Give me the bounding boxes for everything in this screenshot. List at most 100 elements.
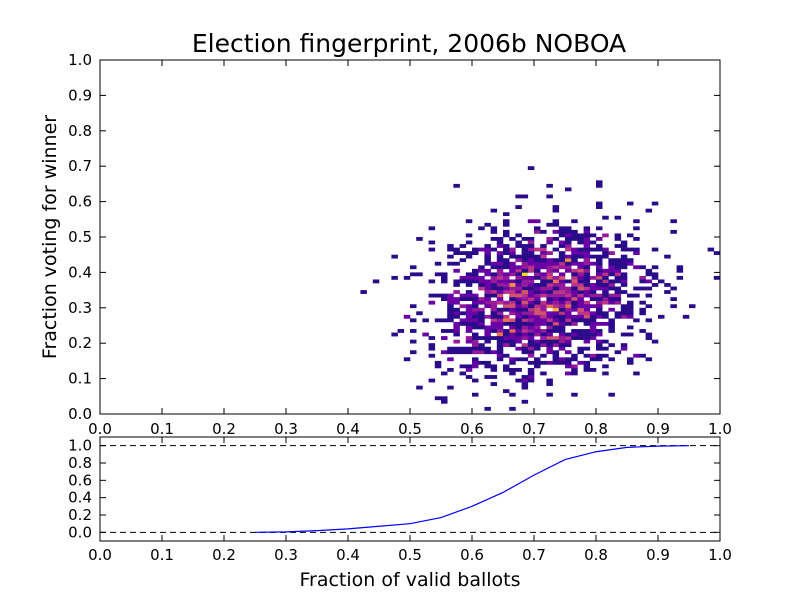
heatmap-cell — [614, 293, 622, 298]
heatmap-cell — [589, 297, 597, 302]
heatmap-cell — [453, 329, 460, 333]
heatmap-cell — [496, 272, 504, 277]
heatmap-cell — [509, 357, 516, 362]
heatmap-cell — [627, 314, 634, 319]
heatmap-cell — [645, 318, 653, 323]
heatmap-cell — [459, 244, 467, 248]
heatmap-cell — [583, 360, 591, 365]
heatmap-cell — [552, 229, 560, 234]
heatmap-cell — [534, 311, 541, 316]
heatmap-cell — [552, 343, 560, 348]
heatmap-cell — [571, 283, 578, 287]
heatmap-cell — [540, 339, 547, 344]
heatmap-y-tick-label: 0.3 — [68, 299, 92, 317]
heatmap-cell — [602, 314, 609, 319]
heatmap-cell — [589, 357, 597, 362]
heatmap-cell — [596, 244, 603, 248]
heatmap-cell — [490, 350, 498, 355]
heatmap-cell — [521, 279, 529, 284]
heatmap-y-tick-label: 0.6 — [68, 193, 92, 211]
heatmap-cell — [509, 360, 516, 365]
heatmap-cell — [428, 240, 436, 245]
heatmap-cell — [620, 307, 628, 312]
heatmap-cell — [503, 353, 510, 358]
heatmap-cell — [509, 254, 516, 259]
heatmap-cell — [552, 261, 560, 266]
heatmap-cell — [496, 237, 504, 241]
heatmap-cell — [527, 318, 535, 323]
heatmap-cell — [540, 229, 547, 234]
heatmap-cell — [521, 283, 529, 287]
heatmap-cell — [589, 318, 597, 323]
heatmap-cell — [577, 275, 584, 280]
heatmap-cell — [472, 336, 479, 340]
heatmap-cell — [521, 261, 529, 266]
heatmap-cell — [534, 343, 541, 348]
heatmap-cell — [509, 300, 516, 305]
heatmap-cell — [503, 283, 510, 287]
heatmap-cell — [521, 290, 529, 294]
heatmap-cell — [620, 314, 628, 319]
heatmap-cell — [608, 329, 615, 333]
heatmap-cell — [410, 318, 417, 323]
heatmap-cell — [602, 311, 609, 316]
heatmap-cell — [620, 283, 628, 287]
heatmap-cell — [577, 360, 584, 365]
heatmap-cell — [614, 350, 622, 355]
heatmap-cell — [503, 258, 510, 263]
heatmap-cell — [583, 300, 591, 305]
heatmap-cell — [509, 268, 516, 273]
heatmap-cell — [571, 300, 578, 305]
heatmap-cell — [478, 336, 485, 340]
heatmap-cell — [515, 205, 522, 209]
heatmap-cell — [515, 332, 522, 337]
cdf-x-tick-label: 0.3 — [274, 546, 298, 564]
heatmap-cell — [596, 183, 603, 188]
heatmap-cell — [478, 268, 485, 273]
heatmap-cell — [459, 364, 467, 369]
heatmap-cell — [571, 261, 578, 266]
heatmap-cell — [503, 261, 510, 266]
heatmap-cell — [527, 375, 535, 379]
heatmap-cell — [503, 300, 510, 305]
heatmap-cell — [577, 240, 584, 245]
heatmap-cell — [620, 290, 628, 294]
heatmap-cell — [509, 247, 516, 252]
heatmap-cell — [484, 364, 491, 369]
heatmap-cell — [484, 247, 491, 252]
heatmap-cell — [484, 244, 491, 248]
heatmap-cell — [453, 350, 460, 355]
heatmap-cell — [558, 314, 566, 319]
heatmap-cell — [577, 265, 584, 270]
heatmap-cell — [596, 275, 603, 280]
heatmap-cell — [515, 194, 522, 199]
heatmap-cell — [614, 268, 622, 273]
heatmap-cell — [596, 261, 603, 266]
heatmap-cell — [527, 254, 535, 259]
heatmap-cell — [658, 314, 665, 319]
heatmap-cell — [608, 357, 615, 362]
heatmap-cell — [453, 321, 460, 326]
heatmap-cell — [428, 343, 436, 348]
heatmap-cell — [558, 360, 566, 365]
heatmap-cell — [614, 311, 622, 316]
heatmap-cell — [521, 300, 529, 305]
heatmap-cell — [509, 279, 516, 284]
heatmap-cell — [546, 293, 553, 298]
heatmap-cell — [633, 251, 640, 255]
heatmap-cell — [546, 339, 553, 344]
heatmap-cell — [484, 304, 491, 309]
heatmap-cell — [534, 265, 541, 270]
cdf-y-tick-label: 0.0 — [68, 523, 92, 541]
heatmap-cell — [596, 265, 603, 270]
heatmap-cell — [596, 311, 603, 316]
heatmap-cell — [546, 194, 553, 199]
heatmap-cell — [602, 364, 609, 369]
heatmap-cell — [713, 251, 721, 255]
heatmap-cell — [453, 300, 460, 305]
heatmap-cell — [527, 350, 535, 355]
heatmap-cell — [565, 297, 572, 302]
heatmap-cell — [676, 275, 684, 280]
heatmap-cell — [571, 321, 578, 326]
heatmap-cell — [645, 279, 653, 284]
